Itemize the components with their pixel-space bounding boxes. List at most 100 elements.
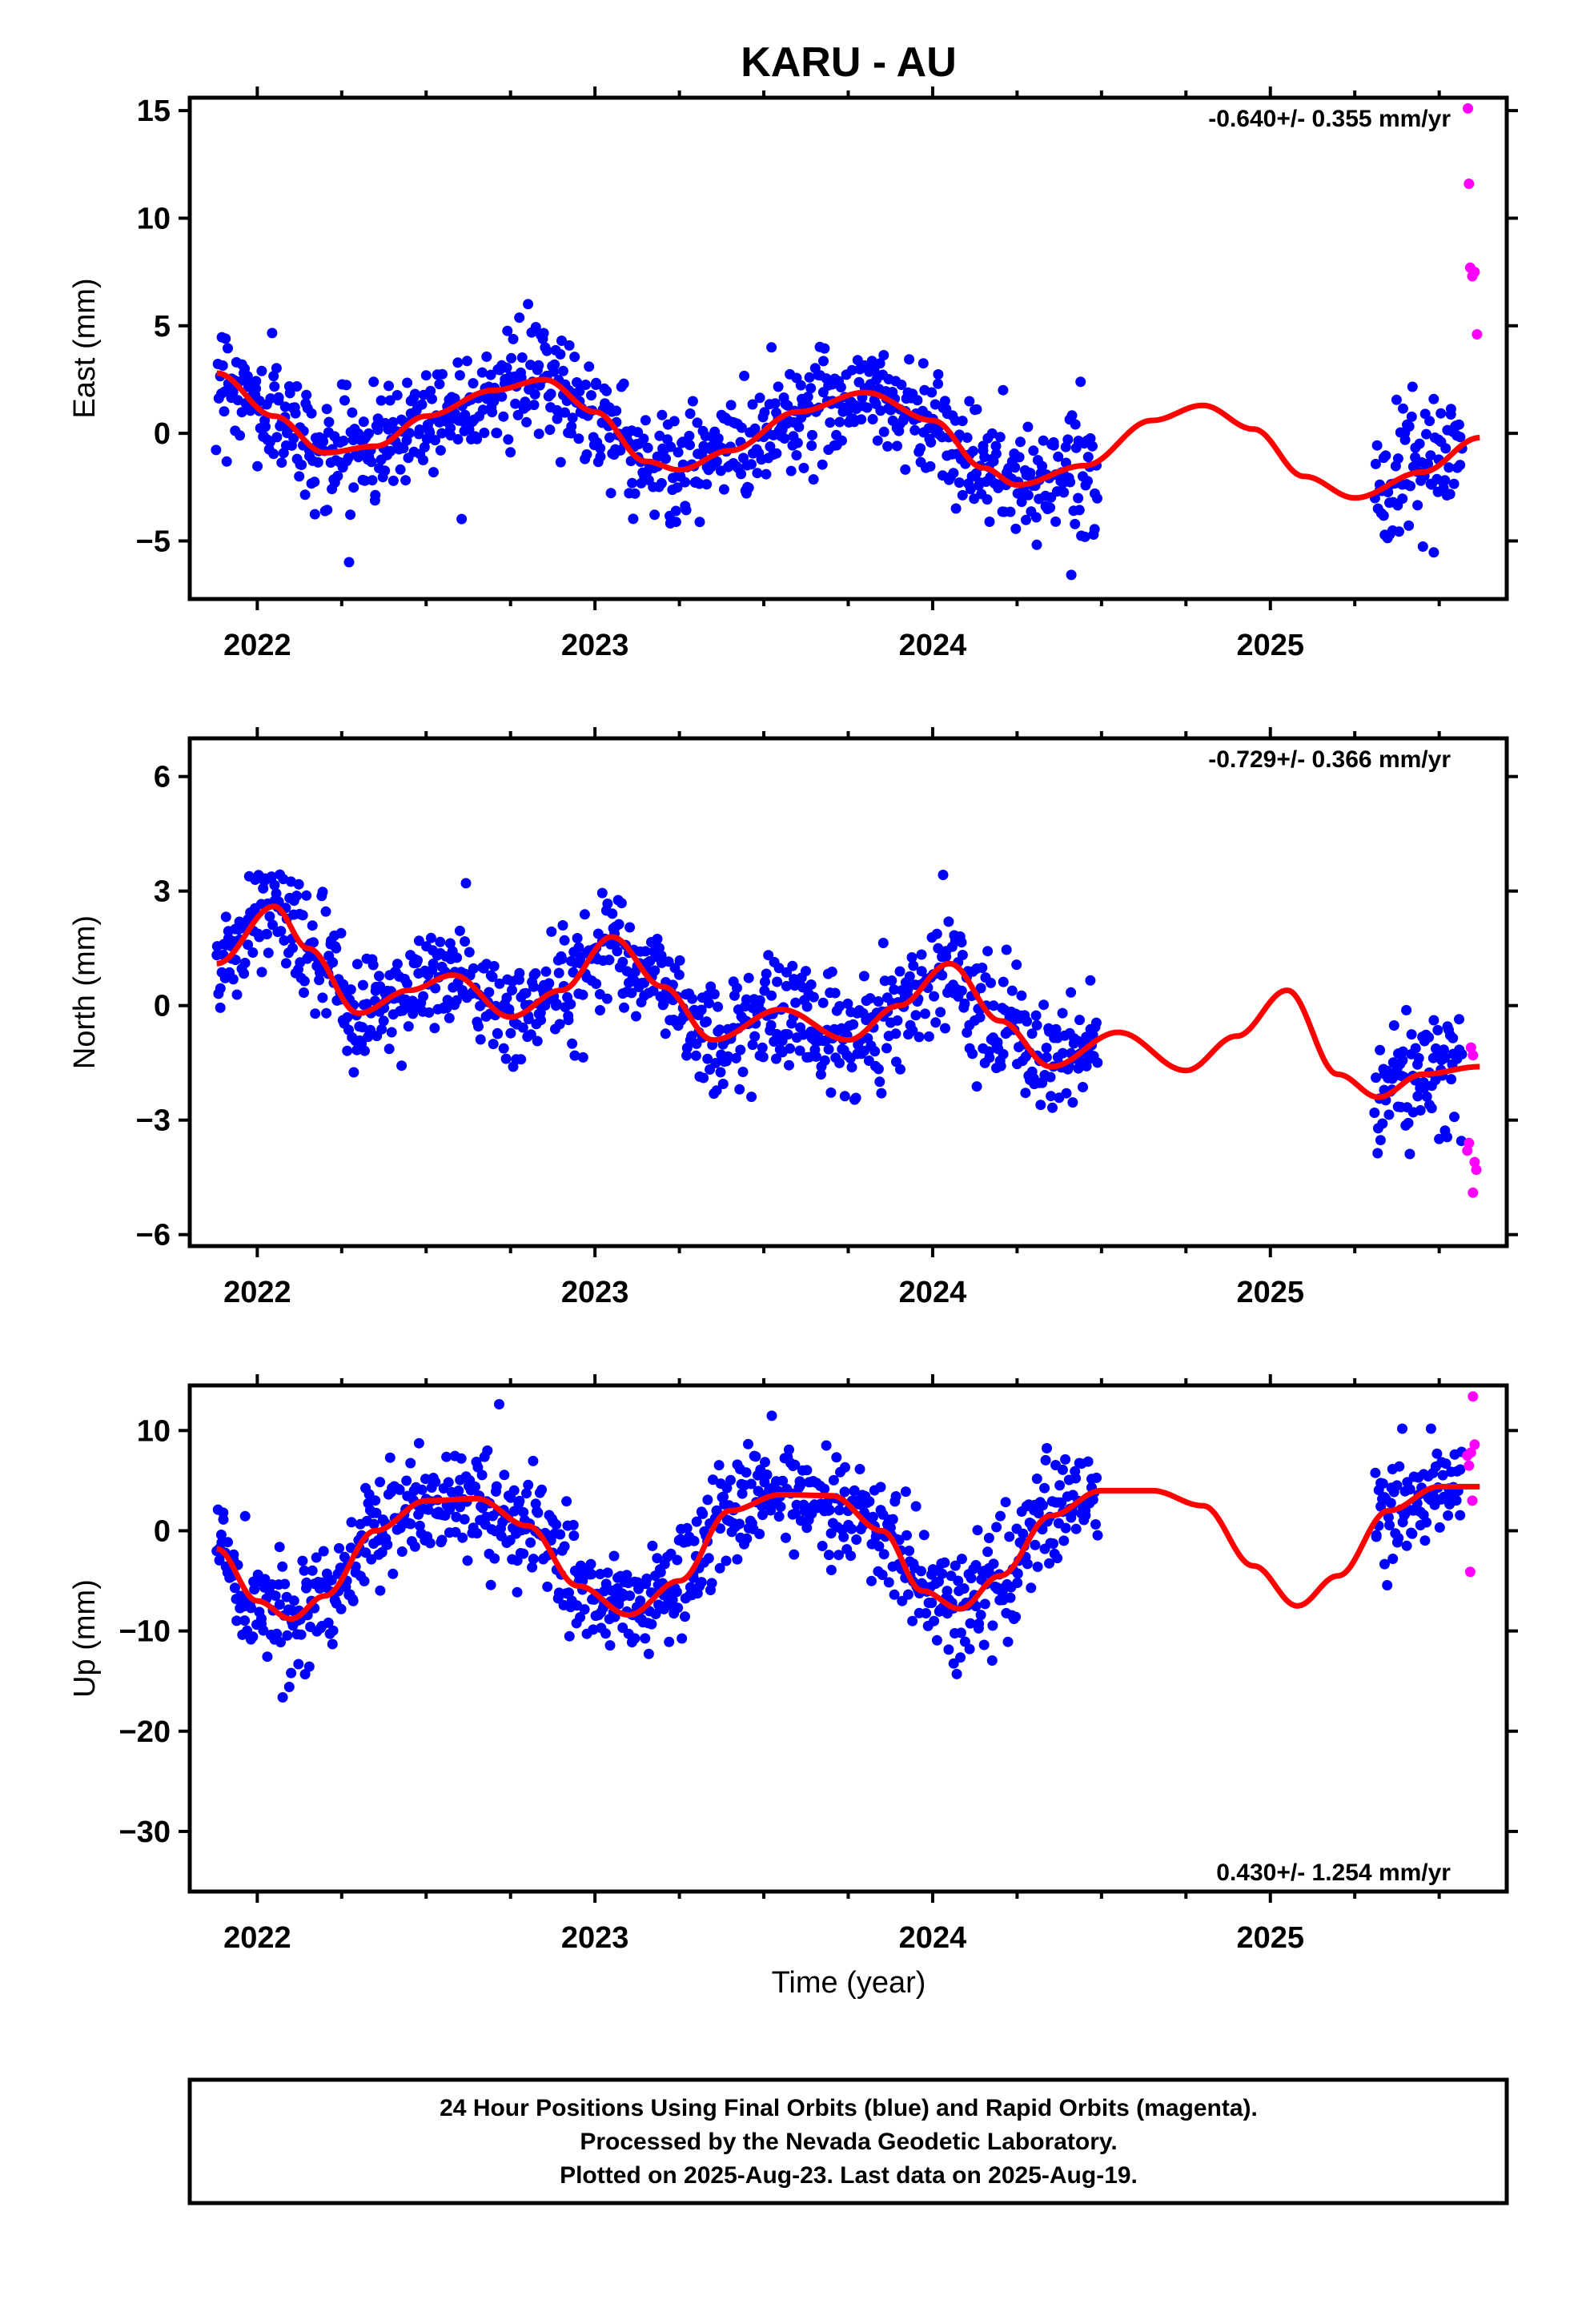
final-orbit-point xyxy=(527,1562,538,1573)
final-orbit-point xyxy=(584,361,595,372)
final-orbit-point xyxy=(916,1566,926,1577)
final-orbit-point xyxy=(1419,1535,1431,1546)
final-orbit-point xyxy=(518,1548,529,1559)
final-orbit-point xyxy=(741,1533,753,1544)
final-orbit-point xyxy=(754,392,765,404)
final-orbit-point xyxy=(839,1486,850,1498)
final-orbit-point xyxy=(674,955,685,966)
final-orbit-point xyxy=(754,1529,765,1539)
final-orbit-point xyxy=(897,1595,908,1606)
final-orbit-point xyxy=(602,899,613,909)
final-orbit-point xyxy=(1073,493,1084,504)
final-orbit-point xyxy=(488,961,500,971)
final-orbit-point xyxy=(629,1633,640,1644)
final-orbit-point xyxy=(460,409,471,420)
final-orbit-point xyxy=(713,433,724,444)
final-orbit-point xyxy=(437,368,448,380)
final-orbit-point xyxy=(1453,419,1464,430)
final-orbit-point xyxy=(423,1504,434,1515)
final-orbit-point xyxy=(819,1483,830,1494)
final-orbit-point xyxy=(692,417,703,428)
final-orbit-point xyxy=(850,1092,861,1104)
final-orbit-point xyxy=(1387,1554,1399,1564)
final-orbit-point xyxy=(701,1016,712,1027)
x-tick-label: 2024 xyxy=(899,1276,967,1309)
final-orbit-point xyxy=(1425,1423,1436,1434)
final-orbit-point xyxy=(804,372,815,383)
final-orbit-point xyxy=(322,505,333,516)
final-orbit-point xyxy=(561,1496,572,1507)
final-orbit-point xyxy=(861,402,873,413)
final-orbit-point xyxy=(795,1515,806,1526)
rapid-orbit-point xyxy=(1464,1137,1475,1148)
final-orbit-point xyxy=(347,1595,359,1606)
final-orbit-point xyxy=(342,1045,353,1056)
final-orbit-point xyxy=(971,404,982,415)
final-orbit-point xyxy=(982,1546,994,1558)
final-orbit-point xyxy=(309,509,320,520)
final-orbit-point xyxy=(416,399,428,410)
final-orbit-point xyxy=(710,1058,721,1068)
final-orbit-point xyxy=(368,1518,379,1530)
final-orbit-point xyxy=(595,451,606,462)
final-orbit-point xyxy=(357,979,368,991)
final-orbit-point xyxy=(321,1007,332,1019)
final-orbit-point xyxy=(889,1589,900,1600)
final-orbit-point xyxy=(939,396,950,407)
final-orbit-point xyxy=(951,1668,962,1679)
final-orbit-point xyxy=(327,1625,339,1636)
final-orbit-point xyxy=(1397,1046,1408,1057)
final-orbit-point xyxy=(1074,505,1085,516)
final-orbit-point xyxy=(721,1555,732,1566)
final-orbit-point xyxy=(1041,1051,1052,1063)
final-orbit-point xyxy=(243,939,254,951)
rapid-orbit-point xyxy=(1464,1460,1475,1471)
final-orbit-point xyxy=(896,380,907,390)
x-axis-label: Time (year) xyxy=(772,1966,926,2000)
final-orbit-point xyxy=(1045,1072,1056,1083)
final-orbit-point xyxy=(769,398,781,409)
final-orbit-point xyxy=(681,1050,693,1061)
final-orbit-point xyxy=(824,1505,835,1515)
y-tick-label: −3 xyxy=(136,1104,171,1138)
final-orbit-point xyxy=(1066,410,1078,421)
final-orbit-point xyxy=(409,1541,420,1552)
final-orbit-point xyxy=(613,919,624,930)
final-orbit-point xyxy=(217,360,228,371)
final-orbit-point xyxy=(1058,1535,1070,1546)
east-panel: −5 0 5 10 15 2022 2023 2024 2025 East (mm) -0.640+… xyxy=(68,86,1518,662)
final-orbit-point xyxy=(351,959,363,970)
final-orbit-point xyxy=(1379,1558,1390,1570)
final-orbit-point xyxy=(265,393,276,404)
final-orbit-point xyxy=(297,910,308,921)
final-orbit-point xyxy=(987,1620,998,1631)
final-orbit-point xyxy=(541,345,552,356)
final-orbit-point xyxy=(1455,1510,1466,1521)
final-orbit-point xyxy=(672,1554,683,1566)
final-orbit-point xyxy=(890,1028,901,1039)
final-orbit-point xyxy=(528,400,540,411)
final-orbit-point xyxy=(293,879,304,890)
final-orbit-point xyxy=(648,985,659,996)
final-orbit-point xyxy=(823,1043,834,1055)
final-orbit-point xyxy=(279,935,290,946)
final-orbit-point xyxy=(846,1523,857,1534)
final-orbit-point xyxy=(403,1021,414,1032)
final-orbit-point xyxy=(476,367,488,378)
final-orbit-point xyxy=(757,1510,768,1521)
final-orbit-point xyxy=(420,370,432,381)
final-orbit-point xyxy=(284,388,295,399)
final-orbit-point xyxy=(785,465,797,476)
final-orbit-point xyxy=(1021,514,1031,525)
final-orbit-point xyxy=(223,343,233,354)
x-tick-label: 2023 xyxy=(561,629,629,662)
final-orbit-point xyxy=(817,997,829,1008)
final-orbit-point xyxy=(492,1028,504,1039)
final-orbit-point xyxy=(476,1470,488,1481)
final-orbit-point xyxy=(908,960,919,971)
final-orbit-point xyxy=(220,333,231,344)
final-orbit-point xyxy=(391,390,403,400)
final-orbit-point xyxy=(569,1050,580,1061)
final-orbit-point xyxy=(459,1514,470,1525)
final-orbit-point xyxy=(892,1015,903,1026)
